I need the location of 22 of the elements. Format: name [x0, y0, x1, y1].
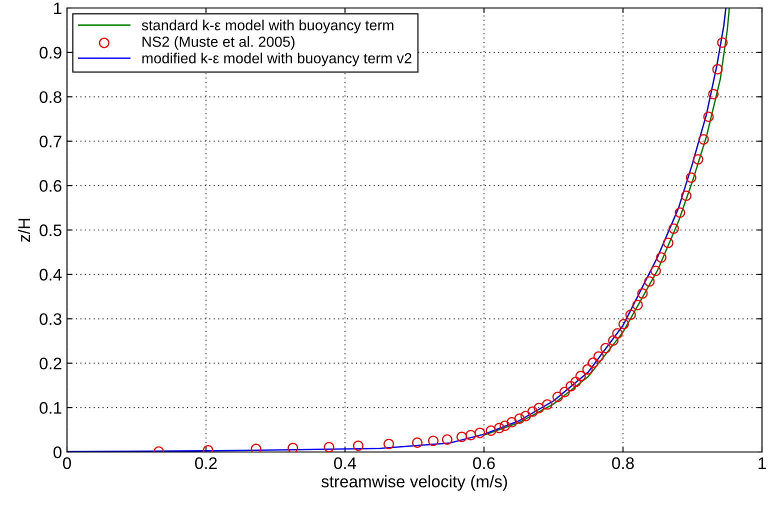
x-tick-label: 1	[758, 457, 766, 469]
y-tick-label: 0.5	[40, 224, 62, 236]
legend-label: standard k-ε model with buoyancy term	[142, 20, 394, 34]
y-tick-label: 1	[54, 2, 62, 14]
legend-label: NS2 (Muste et al. 2005)	[142, 36, 294, 50]
x-axis-title: streamwise velocity (m/s)	[321, 475, 507, 491]
y-tick-label: 0	[54, 446, 62, 458]
y-axis-title: z/H	[18, 218, 30, 242]
x-tick-label: 0.6	[473, 457, 495, 470]
y-tick-label: 0.2	[40, 358, 62, 370]
y-tick-label: 0.9	[40, 46, 62, 59]
y-tick-label: 0.1	[40, 402, 62, 414]
legend-label: modified k-ε model with buoyancy term v2	[142, 52, 412, 66]
x-tick-label: 0.8	[612, 457, 634, 470]
y-tick-label: 0.8	[40, 91, 62, 104]
y-tick-label: 0.3	[40, 313, 62, 326]
y-tick-label: 0.7	[40, 136, 62, 148]
x-tick-label: 0.4	[334, 457, 356, 470]
x-tick-label: 0	[63, 457, 71, 470]
y-tick-label: 0.4	[40, 268, 62, 281]
y-tick-label: 0.6	[40, 180, 62, 192]
x-tick-label: 0.2	[195, 457, 217, 470]
